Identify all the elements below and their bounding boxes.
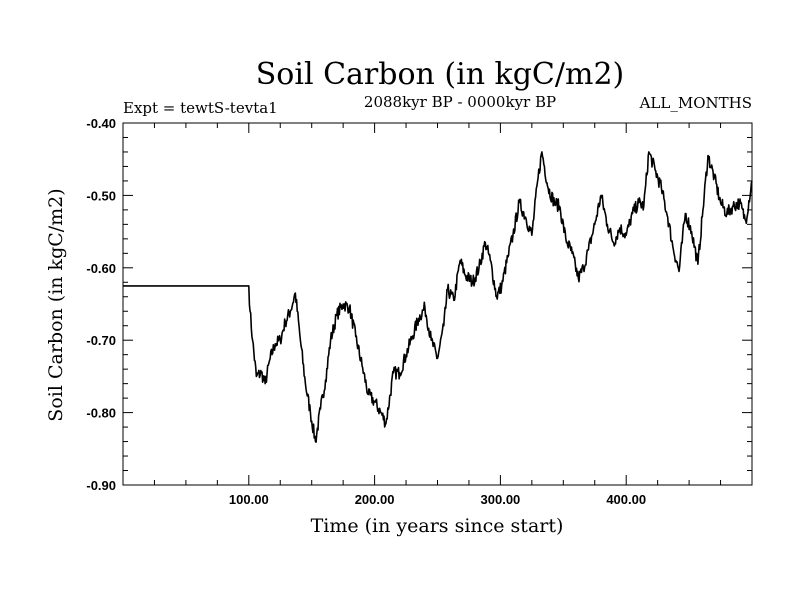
x-axis-label: Time (in years since start): [311, 515, 564, 537]
x-tick-label: 300.00: [481, 492, 521, 507]
chart-title: Soil Carbon (in kgC/m2): [256, 57, 624, 92]
y-tick-label: -0.70: [86, 333, 116, 348]
time-range-label: 2088kyr BP - 0000kyr BP: [364, 93, 556, 111]
axis-tick-labels: 100.00 200.00 300.00 400.00 -0.90 -0.80 -0.70 -…: [86, 116, 646, 507]
months-label: ALL_MONTHS: [639, 94, 752, 112]
y-tick-label: -0.90: [86, 478, 116, 493]
x-tick-label: 400.00: [606, 492, 646, 507]
y-tick-label: -0.40: [86, 116, 116, 131]
x-tick-label: 100.00: [229, 492, 269, 507]
y-tick-label: -0.80: [86, 406, 116, 421]
plot-area: 100.00 200.00 300.00 400.00 -0.90 -0.80 -0.70 -…: [86, 116, 753, 507]
y-axis-label: Soil Carbon (in kgC/m2): [45, 188, 67, 421]
experiment-label: Expt = tewtS-tevta1: [123, 99, 278, 117]
y-tick-label: -0.50: [86, 188, 116, 203]
x-tick-label: 200.00: [355, 492, 395, 507]
y-tick-label: -0.60: [86, 261, 116, 276]
series-line-soil-carbon: [123, 151, 753, 443]
